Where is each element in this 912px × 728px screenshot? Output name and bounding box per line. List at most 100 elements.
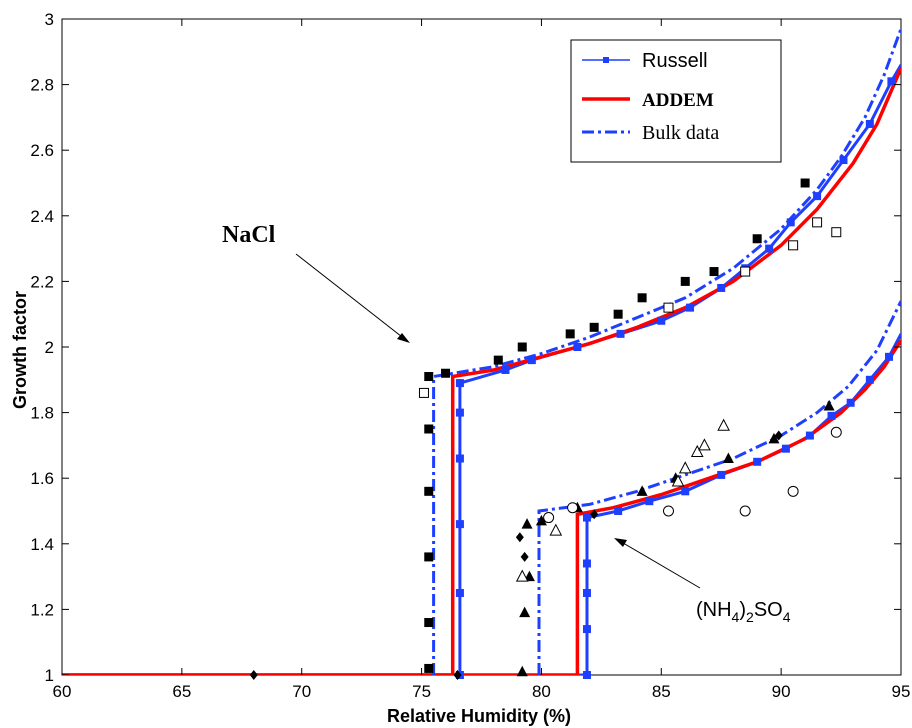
russell-point bbox=[455, 408, 464, 417]
annotation-ammonium-arrowhead bbox=[614, 538, 627, 547]
legend-marker-russell bbox=[603, 57, 609, 63]
x-axis-title: Relative Humidity (%) bbox=[387, 706, 571, 726]
measurement-point-circle-open bbox=[662, 505, 674, 517]
measurement-point-square-filled bbox=[680, 276, 690, 286]
x-tick-label: 65 bbox=[172, 682, 191, 701]
y-tick-label: 1.2 bbox=[30, 600, 54, 619]
y-axis-title: Growth factor bbox=[10, 291, 30, 409]
measurement-point-square-filled bbox=[424, 663, 434, 673]
russell-point bbox=[582, 589, 591, 597]
y-tick-label: 2.4 bbox=[30, 207, 54, 226]
x-tick-label: 95 bbox=[892, 682, 911, 701]
russell-point bbox=[455, 520, 464, 529]
measurement-point-triangle-filled bbox=[516, 665, 528, 677]
y-tick-label: 2.6 bbox=[30, 141, 54, 160]
measurement-point-square-filled bbox=[441, 368, 451, 378]
measurement-point-circle-open bbox=[739, 505, 751, 517]
measurement-point-triangle-filled bbox=[768, 432, 780, 444]
measurement-point-square-open bbox=[788, 240, 799, 251]
russell-point bbox=[781, 444, 790, 453]
measurement-point-triangle-open bbox=[698, 438, 711, 451]
russell-point bbox=[839, 156, 848, 165]
annotation-nacl-arrow bbox=[295, 253, 407, 341]
russell-point bbox=[582, 625, 591, 634]
measurement-point-triangle-filled bbox=[519, 606, 531, 618]
measurement-point-square-open bbox=[418, 387, 429, 398]
measurement-point-triangle-filled bbox=[535, 514, 547, 526]
measurement-point-diamond-filled bbox=[249, 670, 258, 680]
russell-point bbox=[786, 218, 795, 227]
annotation-nacl-arrowhead bbox=[397, 333, 410, 343]
x-tick-label: 80 bbox=[532, 682, 551, 701]
x-tick-label: 90 bbox=[772, 682, 791, 701]
x-tick-label: 75 bbox=[412, 682, 431, 701]
measurement-point-triangle-filled bbox=[722, 452, 734, 464]
measurement-point-triangle-open bbox=[671, 474, 685, 487]
russell-point bbox=[582, 671, 591, 679]
x-tick-label: 70 bbox=[292, 682, 311, 701]
y-tick-label: 1.8 bbox=[30, 404, 54, 423]
measurement-point-diamond-filled bbox=[515, 532, 524, 543]
legend-label-russell: Russell bbox=[642, 50, 708, 72]
legend-label-addem: ADDEM bbox=[642, 90, 714, 111]
russell-point bbox=[865, 119, 874, 128]
russell-point bbox=[717, 470, 726, 479]
russell-point bbox=[455, 589, 464, 597]
measurement-point-square-open bbox=[663, 302, 674, 313]
series-bulk-line bbox=[537, 300, 901, 675]
y-tick-label: 1.6 bbox=[30, 469, 54, 488]
russell-point bbox=[681, 487, 690, 496]
russell-point bbox=[753, 457, 762, 466]
russell-point bbox=[846, 398, 855, 407]
measurement-point-circle-open bbox=[567, 502, 579, 514]
measurement-point-square-filled bbox=[424, 618, 434, 628]
measurement-point-triangle-filled bbox=[823, 400, 835, 411]
measurement-point-square-filled bbox=[565, 329, 575, 339]
russell-point bbox=[455, 454, 464, 463]
measurement-point-diamond-filled bbox=[453, 670, 462, 680]
x-tick-label: 85 bbox=[652, 682, 671, 701]
y-tick-label: 2.2 bbox=[30, 272, 54, 291]
axes-layer: 60 65 70 75 80 85 90 95 1 1.2 1.4 1.6 1.8 2 2.2 2.4 2.6 2… bbox=[30, 10, 910, 701]
measurement-point-circle-open bbox=[787, 485, 799, 497]
russell-point bbox=[865, 375, 874, 384]
measurement-point-square-filled bbox=[517, 342, 527, 352]
russell-point bbox=[455, 379, 464, 388]
annotation-ammonium-arrow bbox=[617, 539, 701, 589]
y-tick-label: 2.8 bbox=[30, 76, 54, 95]
russell-point bbox=[616, 329, 625, 338]
measurement-point-triangle-open bbox=[549, 523, 563, 536]
measurement-point-square-open bbox=[812, 217, 823, 228]
russell-point bbox=[686, 303, 695, 312]
russell-point bbox=[657, 316, 666, 325]
measurement-point-circle-open bbox=[830, 426, 842, 438]
measurement-point-triangle-filled bbox=[636, 485, 648, 496]
russell-point bbox=[717, 283, 726, 292]
russell-point bbox=[827, 411, 836, 420]
measurement-point-diamond-filled bbox=[520, 551, 529, 562]
measurement-point-triangle-filled bbox=[521, 518, 533, 529]
legend-label-bulk: Bulk data bbox=[642, 122, 719, 144]
russell-point bbox=[527, 356, 536, 365]
measurement-point-square-filled bbox=[752, 234, 762, 244]
series-addem-line bbox=[62, 339, 901, 675]
measurement-point-square-filled bbox=[424, 424, 434, 434]
russell-point bbox=[645, 497, 654, 506]
measurement-point-square-filled bbox=[424, 372, 434, 382]
annotation-nacl: NaCl bbox=[222, 222, 276, 248]
measurement-point-square-filled bbox=[493, 355, 503, 365]
russell-point bbox=[885, 352, 894, 361]
russell-point bbox=[887, 77, 896, 86]
measurement-point-square-filled bbox=[424, 552, 434, 562]
russell-point bbox=[582, 559, 591, 568]
russell-point bbox=[582, 513, 591, 522]
russell-point bbox=[614, 507, 623, 515]
russell-point bbox=[765, 244, 774, 253]
russell-point bbox=[813, 192, 822, 201]
x-tick-label: 60 bbox=[53, 682, 72, 701]
y-tick-label: 2 bbox=[45, 338, 54, 357]
measurement-point-square-open bbox=[831, 227, 842, 238]
measurement-point-diamond-filled bbox=[590, 509, 599, 520]
measurement-point-diamond-filled bbox=[774, 430, 783, 441]
